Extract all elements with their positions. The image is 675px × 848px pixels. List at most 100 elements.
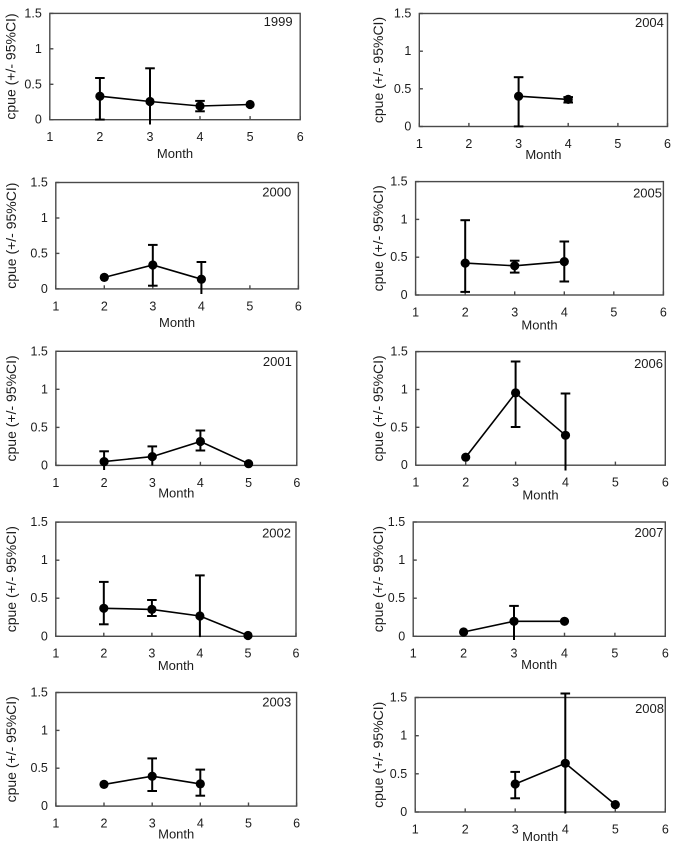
svg-text:1: 1: [416, 137, 423, 151]
svg-text:2004: 2004: [635, 15, 664, 30]
svg-text:1: 1: [412, 476, 419, 490]
svg-text:3: 3: [515, 137, 522, 151]
svg-text:0.5: 0.5: [31, 761, 48, 775]
svg-text:0.5: 0.5: [394, 82, 411, 96]
svg-text:5: 5: [610, 305, 617, 319]
svg-text:2: 2: [462, 476, 469, 490]
svg-text:3: 3: [511, 647, 518, 661]
svg-text:2000: 2000: [262, 184, 291, 199]
svg-text:cpue (+/- 95%CI): cpue (+/- 95%CI): [3, 13, 19, 119]
svg-text:6: 6: [293, 817, 300, 831]
svg-text:2006: 2006: [634, 356, 663, 371]
svg-text:6: 6: [662, 476, 669, 490]
svg-text:cpue (+/- 95%CI): cpue (+/- 95%CI): [3, 183, 19, 289]
svg-text:0: 0: [401, 288, 408, 302]
svg-text:Month: Month: [525, 147, 561, 162]
svg-text:1: 1: [41, 211, 48, 225]
svg-text:0: 0: [398, 629, 405, 643]
svg-text:1: 1: [401, 212, 408, 226]
svg-text:6: 6: [293, 647, 300, 661]
svg-text:0.5: 0.5: [390, 250, 407, 264]
svg-text:4: 4: [198, 299, 205, 313]
svg-text:0: 0: [401, 458, 408, 472]
svg-text:cpue (+/- 95%CI): cpue (+/- 95%CI): [3, 355, 19, 461]
svg-text:2: 2: [96, 130, 103, 144]
svg-text:2: 2: [101, 476, 108, 490]
svg-text:2: 2: [101, 817, 108, 831]
svg-text:2: 2: [101, 299, 108, 313]
svg-text:1: 1: [52, 299, 59, 313]
svg-text:2007: 2007: [634, 525, 663, 540]
svg-text:0: 0: [41, 458, 48, 472]
svg-text:Month: Month: [158, 486, 194, 501]
svg-text:4: 4: [562, 476, 569, 490]
svg-text:6: 6: [660, 305, 667, 319]
svg-text:0: 0: [41, 799, 48, 813]
svg-text:4: 4: [565, 137, 572, 151]
svg-text:1: 1: [41, 723, 48, 737]
svg-text:2005: 2005: [633, 186, 662, 201]
svg-text:4: 4: [197, 817, 204, 831]
svg-text:3: 3: [149, 817, 156, 831]
svg-text:1: 1: [412, 305, 419, 319]
svg-text:cpue (+/- 95%CI): cpue (+/- 95%CI): [370, 17, 386, 123]
svg-text:6: 6: [293, 476, 300, 490]
svg-text:4: 4: [561, 647, 568, 661]
svg-text:Month: Month: [157, 146, 193, 161]
svg-text:1: 1: [400, 729, 407, 743]
svg-text:2003: 2003: [262, 694, 291, 709]
svg-text:5: 5: [246, 299, 253, 313]
svg-text:0.5: 0.5: [30, 246, 47, 260]
svg-text:0: 0: [35, 113, 42, 127]
svg-text:5: 5: [247, 130, 254, 144]
svg-text:4: 4: [562, 822, 569, 836]
svg-text:0.5: 0.5: [31, 420, 48, 434]
svg-text:1: 1: [404, 44, 411, 58]
svg-text:1: 1: [52, 817, 59, 831]
svg-text:1: 1: [46, 130, 53, 144]
svg-text:4: 4: [197, 130, 204, 144]
svg-text:1: 1: [398, 553, 405, 567]
svg-text:3: 3: [149, 476, 156, 490]
svg-text:1.5: 1.5: [30, 176, 47, 190]
svg-text:Month: Month: [158, 658, 194, 673]
svg-text:Month: Month: [522, 487, 558, 502]
svg-text:0.5: 0.5: [390, 420, 407, 434]
svg-text:Month: Month: [159, 315, 195, 330]
svg-text:1.5: 1.5: [24, 6, 41, 20]
svg-text:0.5: 0.5: [388, 591, 405, 605]
svg-text:2008: 2008: [635, 701, 664, 716]
svg-text:2: 2: [100, 647, 107, 661]
svg-text:0: 0: [400, 805, 407, 819]
svg-text:cpue (+/- 95%CI): cpue (+/- 95%CI): [370, 526, 386, 632]
svg-text:1.5: 1.5: [390, 175, 407, 189]
svg-text:1: 1: [412, 822, 419, 836]
svg-text:1: 1: [410, 647, 417, 661]
svg-text:3: 3: [147, 130, 154, 144]
svg-text:0.5: 0.5: [24, 77, 41, 91]
svg-text:6: 6: [295, 299, 302, 313]
svg-text:Month: Month: [522, 829, 558, 844]
svg-text:5: 5: [614, 137, 621, 151]
svg-text:cpue (+/- 95%CI): cpue (+/- 95%CI): [3, 696, 19, 802]
svg-text:0.5: 0.5: [390, 767, 407, 781]
svg-text:6: 6: [662, 647, 669, 661]
svg-text:0: 0: [41, 629, 48, 643]
svg-text:4: 4: [561, 305, 568, 319]
svg-text:6: 6: [664, 137, 671, 151]
svg-text:1: 1: [52, 476, 59, 490]
svg-text:cpue (+/- 95%CI): cpue (+/- 95%CI): [3, 526, 19, 632]
svg-text:2: 2: [465, 137, 472, 151]
svg-text:2002: 2002: [262, 526, 291, 541]
svg-text:2: 2: [460, 647, 467, 661]
svg-text:4: 4: [196, 647, 203, 661]
svg-text:3: 3: [512, 476, 519, 490]
svg-text:2: 2: [462, 822, 469, 836]
svg-text:3: 3: [511, 305, 518, 319]
svg-text:6: 6: [662, 822, 669, 836]
svg-text:Month: Month: [521, 317, 557, 332]
svg-text:cpue (+/- 95%CI): cpue (+/- 95%CI): [370, 702, 386, 808]
svg-text:5: 5: [612, 476, 619, 490]
svg-text:5: 5: [612, 822, 619, 836]
svg-text:1.5: 1.5: [388, 515, 405, 529]
